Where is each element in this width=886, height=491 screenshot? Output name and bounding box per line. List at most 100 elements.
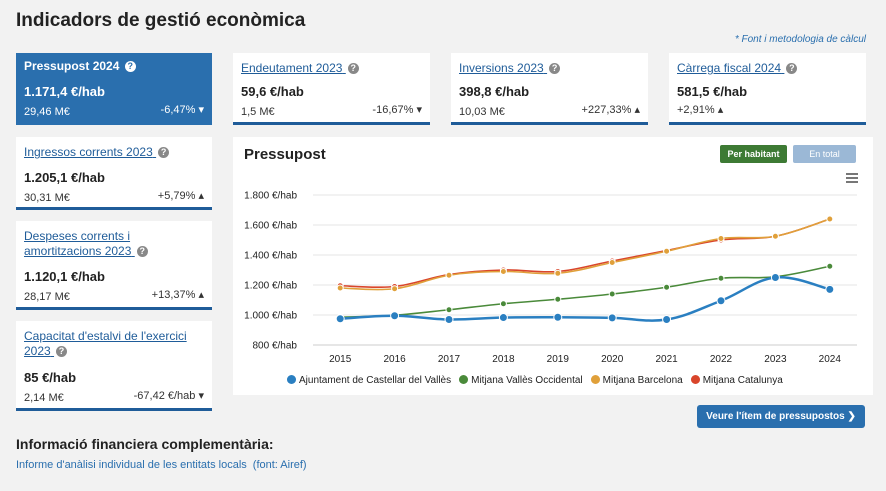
page-title: Indicadors de gestió econòmica	[16, 10, 306, 31]
card-carrega-title[interactable]: Càrrega fiscal 2024 ?	[677, 61, 798, 76]
data-point[interactable]	[554, 269, 562, 277]
chart-title: Pressupost	[244, 146, 326, 163]
data-point[interactable]	[336, 284, 344, 292]
data-point[interactable]	[445, 271, 453, 279]
data-point[interactable]	[770, 273, 780, 282]
x-tick-label: 2022	[710, 354, 733, 365]
data-point[interactable]	[663, 247, 671, 255]
card-endeutament-value: 59,6 €/hab	[241, 84, 304, 99]
series-line	[340, 218, 831, 291]
card-ingressos-value: 1.205,1 €/hab	[24, 170, 105, 185]
x-tick-label: 2023	[764, 354, 787, 365]
caret-up-icon: ▴	[717, 104, 724, 116]
data-point[interactable]	[553, 312, 563, 322]
series-line	[340, 218, 831, 289]
data-point[interactable]	[662, 315, 672, 324]
card-endeutament-title[interactable]: Endeutament 2023 ?	[241, 61, 359, 76]
x-tick-label: 2020	[601, 354, 624, 365]
en-total-button[interactable]: En total	[793, 145, 856, 163]
card-despeses-change: +13,37% ▴	[151, 289, 204, 301]
y-tick-label: 1.200 €/hab	[244, 281, 297, 292]
data-point[interactable]	[444, 315, 454, 324]
data-point[interactable]	[608, 259, 616, 266]
data-point[interactable]	[335, 314, 345, 324]
hamburger-icon[interactable]	[846, 173, 858, 183]
y-tick-label: 1.000 €/hab	[244, 311, 297, 322]
card-inversions[interactable]: Inversions 2023 ? 398,8 €/hab 10,03 M€ +…	[451, 53, 648, 125]
data-point[interactable]	[826, 215, 834, 223]
data-point[interactable]	[607, 313, 617, 323]
legend-label: Mitjana Barcelona	[602, 375, 683, 386]
card-capacitat-title[interactable]: Capacitat d'estalvi de l'exercici 2023 ?	[24, 329, 187, 358]
help-icon[interactable]: ?	[136, 246, 148, 258]
view-budget-item-button[interactable]: Veure l'ítem de pressupostos ❯	[697, 405, 865, 428]
card-endeutament[interactable]: Endeutament 2023 ? 59,6 €/hab 1,5 M€ -16…	[233, 53, 430, 125]
card-inversions-total: 10,03 M€	[459, 106, 505, 118]
help-icon[interactable]: ?	[347, 63, 359, 75]
methodology-link[interactable]: * Font i metodologia de càlcul	[734, 34, 866, 45]
data-point[interactable]	[390, 311, 400, 321]
data-point[interactable]	[499, 300, 507, 308]
card-capacitat-value: 85 €/hab	[24, 370, 77, 385]
card-despeses-title[interactable]: Despeses corrents i amortitzacions 2023 …	[24, 229, 209, 259]
help-icon[interactable]: ?	[549, 63, 561, 75]
per-habitant-button[interactable]: Per habitant	[720, 145, 787, 163]
data-point[interactable]	[717, 274, 725, 282]
help-icon[interactable]: ?	[158, 147, 170, 159]
data-point[interactable]	[608, 290, 616, 298]
help-icon[interactable]: ?	[124, 61, 136, 73]
data-point[interactable]	[826, 262, 834, 270]
y-axis: 800 €/hab 1.000 €/hab 1.200 €/hab 1.400 €/h…	[244, 191, 297, 352]
card-pressupost-total: 29,46 M€	[24, 106, 70, 118]
card-capacitat-total: 2,14 M€	[24, 392, 64, 404]
x-tick-label: 2021	[655, 354, 678, 365]
data-point[interactable]	[825, 284, 835, 294]
card-ingressos-title[interactable]: Ingressos corrents 2023 ?	[24, 145, 170, 160]
card-capacitat[interactable]: Capacitat d'estalvi de l'exercici 2023 ?…	[16, 321, 212, 411]
card-inversions-title[interactable]: Inversions 2023 ?	[459, 61, 561, 76]
caret-down-icon: ▾	[198, 104, 204, 116]
legend-item[interactable]: Mitjana Vallès Occidental	[459, 375, 583, 386]
card-pressupost-title: Pressupost 2024 ?	[24, 59, 136, 74]
card-inversions-value: 398,8 €/hab	[459, 84, 530, 99]
legend-item[interactable]: Mitjana Barcelona	[590, 375, 683, 386]
y-tick-label: 800 €/hab	[253, 341, 298, 352]
series-line	[340, 265, 830, 319]
card-carrega-fiscal[interactable]: Càrrega fiscal 2024 ? 581,5 €/hab +2,91%…	[669, 53, 866, 125]
x-tick-label: 2015	[329, 354, 352, 365]
data-point[interactable]	[663, 283, 671, 291]
chart-grid	[313, 194, 857, 346]
caret-up-icon: ▴	[634, 104, 640, 116]
caret-down-icon: ▾	[198, 390, 204, 402]
card-despeses[interactable]: Despeses corrents i amortitzacions 2023 …	[16, 221, 212, 310]
card-pressupost[interactable]: Pressupost 2024 ? 1.171,4 €/hab 29,46 M€…	[16, 53, 212, 125]
card-ingressos-change: +5,79% ▴	[157, 190, 204, 202]
data-point[interactable]	[771, 232, 779, 240]
data-point[interactable]	[498, 313, 508, 323]
legend-dot-icon	[287, 375, 296, 384]
x-tick-label: 2019	[547, 354, 570, 365]
info-title: Informació financiera complementària:	[16, 436, 274, 452]
card-capacitat-change: -67,42 €/hab ▾	[133, 390, 204, 402]
data-point[interactable]	[391, 285, 399, 293]
data-point[interactable]	[717, 235, 725, 242]
legend-label: Mitjana Vallès Occidental	[471, 375, 583, 386]
x-tick-label: 2018	[492, 354, 515, 365]
data-point[interactable]	[716, 296, 726, 306]
help-icon[interactable]: ?	[786, 63, 798, 75]
caret-up-icon: ▴	[198, 289, 204, 301]
data-point[interactable]	[499, 268, 507, 275]
legend-label: Ajuntament de Castellar del Vallès	[299, 375, 452, 386]
card-inversions-change: +227,33% ▴	[581, 104, 640, 116]
info-report-link[interactable]: Informe d'anàlisi individual de les enti…	[16, 459, 307, 471]
card-pressupost-value: 1.171,4 €/hab	[24, 84, 105, 99]
x-tick-label: 2017	[438, 354, 461, 365]
data-point[interactable]	[554, 295, 562, 303]
card-ingressos[interactable]: Ingressos corrents 2023 ? 1.205,1 €/hab …	[16, 137, 212, 210]
legend-item[interactable]: Ajuntament de Castellar del Vallès	[287, 375, 451, 386]
data-point[interactable]	[445, 306, 453, 314]
legend-item[interactable]: Mitjana Catalunya	[690, 375, 783, 386]
help-icon[interactable]: ?	[56, 346, 68, 358]
y-tick-label: 1.800 €/hab	[244, 191, 297, 202]
card-despeses-value: 1.120,1 €/hab	[24, 269, 105, 284]
